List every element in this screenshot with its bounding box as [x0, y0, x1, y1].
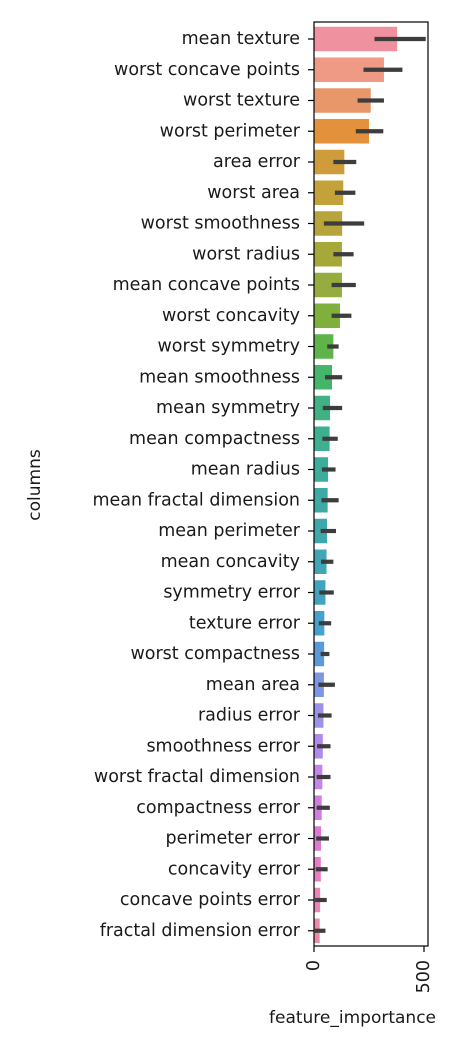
bar — [314, 457, 329, 482]
y-tick-label: mean symmetry — [156, 398, 300, 418]
y-tick-label: radius error — [198, 706, 301, 726]
y-tick-label: mean fractal dimension — [92, 490, 300, 510]
bar — [314, 549, 327, 574]
bar — [314, 395, 331, 421]
x-tick-label: 0 — [304, 960, 324, 971]
error-bars-layer — [314, 36, 426, 933]
x-tick-layer: 0 500 — [304, 946, 434, 993]
y-tick-label: area error — [213, 152, 301, 172]
y-tick-label: worst concavity — [162, 306, 300, 326]
bar — [314, 426, 330, 451]
y-tick-label: smoothness error — [146, 736, 300, 756]
y-tick-label: mean concavity — [161, 552, 300, 572]
y-tick-label: worst radius — [192, 244, 300, 264]
y-tick-label: worst area — [207, 183, 300, 203]
y-tick-label: concave points error — [120, 890, 301, 910]
y-tick-label: worst fractal dimension — [94, 767, 300, 787]
y-tick-label: worst symmetry — [157, 337, 300, 357]
y-tick-label: mean compactness — [129, 429, 300, 449]
y-tick-label: concavity error — [168, 859, 301, 879]
y-tick-label: mean perimeter — [158, 521, 301, 541]
bar — [314, 334, 334, 359]
y-tick-label: mean texture — [182, 29, 300, 49]
y-tick-label: symmetry error — [163, 583, 300, 603]
bar — [314, 518, 327, 544]
y-tick-label: worst texture — [183, 91, 300, 111]
bar — [314, 641, 325, 667]
y-tick-label: mean concave points — [113, 275, 300, 295]
y-tick-label: texture error — [189, 613, 301, 633]
y-tick-label: worst smoothness — [141, 214, 300, 234]
y-tick-label: compactness error — [136, 798, 301, 818]
x-tick-label: 500 — [414, 960, 434, 993]
x-axis-label: feature_importance — [269, 1008, 436, 1028]
bar — [314, 365, 333, 390]
y-tick-label: mean smoothness — [139, 367, 300, 387]
y-tick-label: perimeter error — [166, 829, 301, 849]
y-tick-label: mean area — [206, 675, 300, 695]
y-tick-label: mean radius — [191, 460, 300, 480]
y-tick-layer: mean texture worst concave points worst te… — [92, 29, 314, 941]
y-tick-label: worst perimeter — [160, 121, 301, 141]
bar — [314, 488, 328, 513]
y-tick-label: fractal dimension error — [100, 921, 301, 941]
plot-frame — [313, 21, 429, 947]
y-tick-label: worst concave points — [114, 60, 300, 80]
y-tick-label: worst compactness — [130, 644, 300, 664]
y-axis-label: columns — [25, 449, 45, 521]
